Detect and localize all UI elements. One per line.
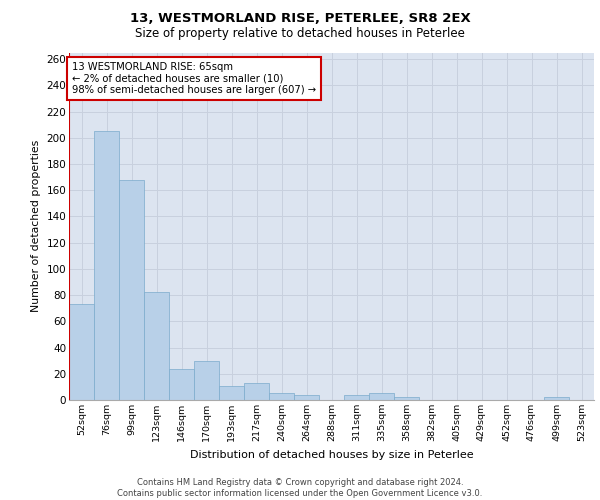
Text: 13, WESTMORLAND RISE, PETERLEE, SR8 2EX: 13, WESTMORLAND RISE, PETERLEE, SR8 2EX: [130, 12, 470, 26]
Bar: [294, 395, 319, 400]
Bar: [94, 131, 119, 400]
Bar: [394, 398, 419, 400]
Bar: [369, 394, 394, 400]
Bar: [544, 398, 569, 400]
Y-axis label: Number of detached properties: Number of detached properties: [31, 140, 41, 312]
X-axis label: Distribution of detached houses by size in Peterlee: Distribution of detached houses by size …: [190, 450, 473, 460]
Text: 13 WESTMORLAND RISE: 65sqm
← 2% of detached houses are smaller (10)
98% of semi-: 13 WESTMORLAND RISE: 65sqm ← 2% of detac…: [71, 62, 316, 95]
Bar: [69, 304, 94, 400]
Bar: [269, 394, 294, 400]
Bar: [344, 395, 369, 400]
Bar: [194, 360, 219, 400]
Bar: [244, 383, 269, 400]
Text: Size of property relative to detached houses in Peterlee: Size of property relative to detached ho…: [135, 28, 465, 40]
Bar: [144, 292, 169, 400]
Text: Contains HM Land Registry data © Crown copyright and database right 2024.
Contai: Contains HM Land Registry data © Crown c…: [118, 478, 482, 498]
Bar: [119, 180, 144, 400]
Bar: [219, 386, 244, 400]
Bar: [169, 368, 194, 400]
